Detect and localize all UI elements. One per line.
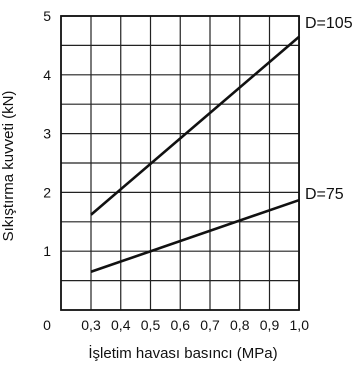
- tick-labels: 0 0,3 0,4 0,5 0,6 0,7 0,8 0,9 1,0 1 2 3 4 5: [43, 8, 309, 333]
- x-axis-label: İşletim havası basıncı (MPa): [88, 344, 277, 362]
- series-lines: [90, 35, 301, 274]
- y-tick-label: 3: [43, 126, 51, 142]
- series-label-d105: D=105: [305, 15, 353, 32]
- x-tick-label: 0,6: [171, 317, 191, 333]
- x-tick-label: 0: [43, 317, 51, 333]
- y-tick-label: 2: [43, 184, 51, 200]
- x-tick-label: 0,9: [260, 317, 280, 333]
- x-tick-label: 0,5: [141, 317, 161, 333]
- axes: [60, 15, 300, 311]
- x-tick-label: 1,0: [290, 317, 310, 333]
- y-tick-label: 1: [43, 243, 51, 259]
- x-tick-label: 0,8: [230, 317, 250, 333]
- series-label-d75: D=75: [305, 186, 344, 203]
- y-tick-label: 5: [43, 8, 51, 24]
- y-tick-label: 4: [43, 67, 51, 83]
- x-tick-label: 0,3: [81, 317, 101, 333]
- y-axis-label: Sıkıştırma kuvveti (kN): [0, 91, 17, 242]
- x-tick-label: 0,4: [111, 317, 131, 333]
- grid: [61, 15, 300, 310]
- series-line-d105: [90, 35, 301, 216]
- x-tick-label: 0,7: [200, 317, 220, 333]
- series-line-d75: [90, 198, 300, 274]
- plot-frame: [60, 15, 300, 311]
